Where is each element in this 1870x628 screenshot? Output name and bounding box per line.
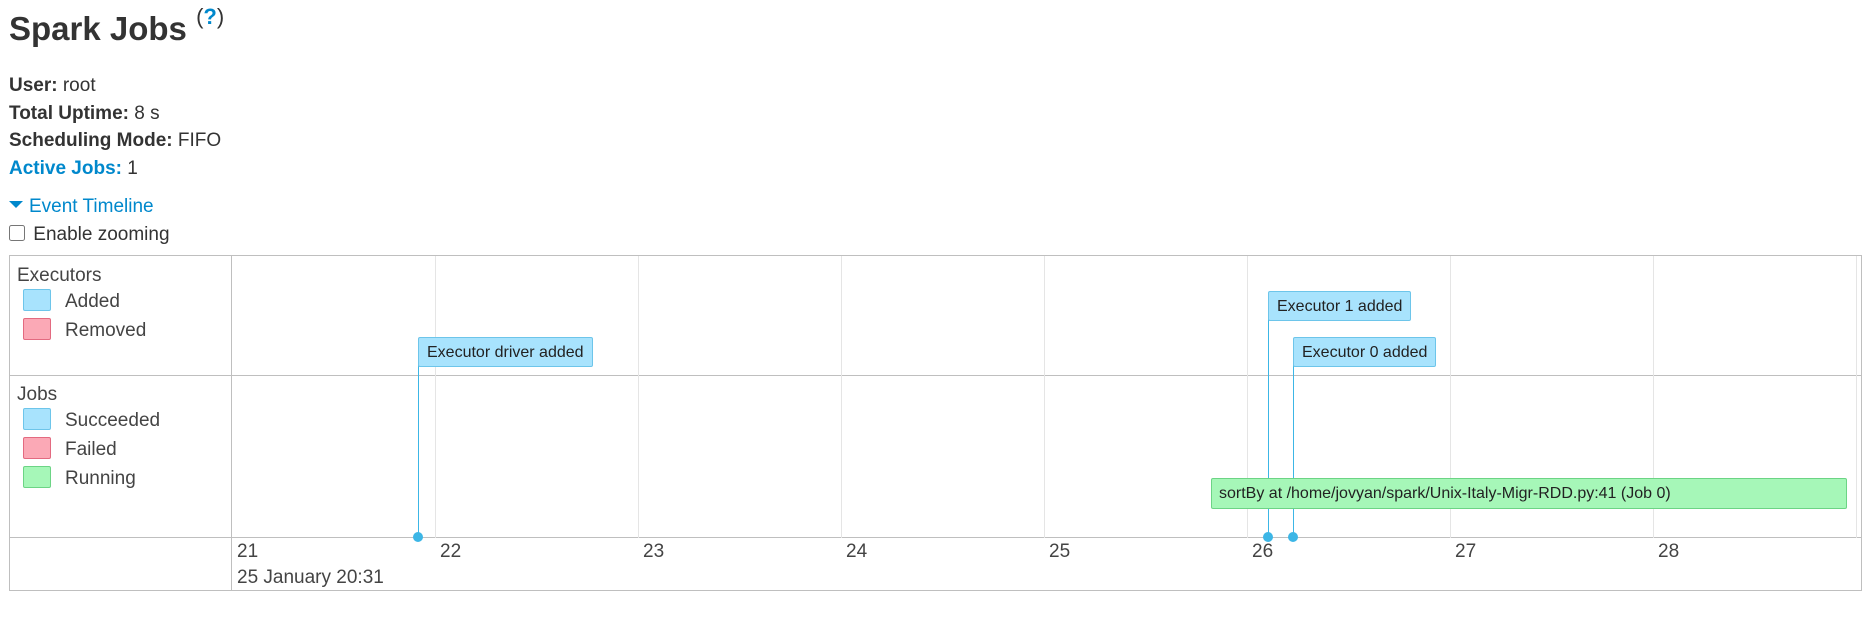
- summary-scheduling-value: FIFO: [177, 130, 222, 151]
- grid-line-25: [1044, 256, 1045, 538]
- event-line-executor-0-lower: [1293, 488, 1294, 535]
- grid-line-27: [1450, 256, 1451, 538]
- page-title: Spark Jobs (?): [9, 4, 224, 48]
- summary-user-label: User:: [9, 75, 58, 96]
- legend-label-succeeded: Succeeded: [65, 410, 161, 432]
- event-line-executor-1-lower: [1268, 488, 1269, 535]
- event-line-executor-driver-lower: [418, 488, 419, 535]
- summary-scheduling: Scheduling Mode: FIFO: [9, 127, 221, 155]
- axis-tick-label: 26: [1252, 541, 1274, 562]
- group-separator-axis: [10, 537, 1861, 538]
- axis-tick-label: 23: [643, 541, 665, 562]
- axis-tick-label: 28: [1658, 541, 1680, 562]
- job-summary-list: User: root Total Uptime: 8 s Scheduling …: [9, 72, 221, 182]
- axis-tick-label: 24: [846, 541, 868, 562]
- legend-label-running: Running: [65, 468, 136, 490]
- summary-active-jobs: Active Jobs: 1: [9, 155, 221, 183]
- legend-item-added: Added: [23, 289, 120, 313]
- grid-line-28: [1653, 256, 1654, 538]
- grid-line-end: [1856, 256, 1857, 538]
- caret-down-icon: [9, 201, 23, 209]
- legend-swatch-running: [23, 466, 51, 488]
- legend-label-added: Added: [65, 291, 120, 313]
- summary-uptime: Total Uptime: 8 s: [9, 100, 221, 128]
- active-jobs-link[interactable]: Active Jobs:: [9, 157, 122, 179]
- help-question-icon[interactable]: ?: [203, 4, 217, 29]
- event-executor-0-added[interactable]: Executor 0 added: [1293, 337, 1437, 367]
- timeline-legend-column: Executors Added Removed Jobs Succeeded F…: [10, 256, 232, 590]
- grid-line-23: [638, 256, 639, 538]
- group-label-jobs: Jobs: [17, 384, 58, 405]
- legend-item-succeeded: Succeeded: [23, 408, 161, 432]
- legend-label-failed: Failed: [65, 439, 117, 461]
- summary-user-value: root: [62, 75, 96, 96]
- summary-uptime-label: Total Uptime:: [9, 102, 129, 124]
- event-dot-executor-0: [1288, 532, 1298, 542]
- help-paren-close: ): [216, 4, 225, 29]
- enable-zooming-label[interactable]: Enable zooming: [33, 224, 170, 245]
- summary-uptime-value: 8 s: [134, 102, 160, 124]
- job-bar-job-0[interactable]: sortBy at /home/jovyan/spark/Unix-Italy-…: [1211, 478, 1847, 509]
- enable-zooming-checkbox[interactable]: [9, 224, 25, 241]
- group-separator-executors-jobs: [10, 375, 1861, 376]
- legend-item-running: Running: [23, 466, 136, 490]
- grid-line-22: [435, 256, 436, 538]
- help-link[interactable]: (?): [196, 4, 224, 29]
- legend-item-failed: Failed: [23, 437, 117, 461]
- axis-tick-label: 22: [440, 541, 462, 562]
- event-timeline-toggle[interactable]: Event Timeline: [9, 196, 154, 218]
- event-line-executor-1: [1268, 313, 1269, 488]
- legend-item-removed: Removed: [23, 318, 147, 342]
- page-title-text: Spark Jobs: [9, 10, 187, 47]
- help-paren-open: (: [196, 4, 204, 29]
- legend-label-removed: Removed: [65, 320, 147, 342]
- event-executor-driver-added[interactable]: Executor driver added: [418, 337, 593, 367]
- event-line-executor-driver: [418, 352, 419, 488]
- legend-swatch-removed: [23, 318, 51, 340]
- legend-swatch-added: [23, 289, 51, 311]
- event-dot-executor-driver: [413, 532, 423, 542]
- axis-date-label: 25 January 20:31: [237, 567, 384, 588]
- enable-zooming-row: Enable zooming: [9, 224, 170, 246]
- summary-user: User: root: [9, 72, 221, 100]
- summary-active-jobs-value: 1: [127, 157, 138, 179]
- legend-swatch-succeeded: [23, 408, 51, 430]
- event-timeline: Executors Added Removed Jobs Succeeded F…: [9, 255, 1862, 591]
- axis-tick-label: 21: [237, 541, 259, 562]
- summary-scheduling-label: Scheduling Mode:: [9, 130, 173, 151]
- event-dot-executor-1: [1263, 532, 1273, 542]
- axis-tick-label: 27: [1455, 541, 1477, 562]
- timeline-plot-area[interactable]: 25 January 20:31 Executor driver added E…: [232, 256, 1861, 590]
- event-line-executor-0: [1293, 352, 1294, 488]
- event-executor-1-added[interactable]: Executor 1 added: [1268, 291, 1412, 321]
- event-timeline-label: Event Timeline: [29, 196, 154, 217]
- axis-tick-label: 25: [1049, 541, 1071, 562]
- grid-line-26: [1247, 256, 1248, 538]
- legend-swatch-failed: [23, 437, 51, 459]
- group-label-executors: Executors: [17, 265, 102, 286]
- grid-line-24: [841, 256, 842, 538]
